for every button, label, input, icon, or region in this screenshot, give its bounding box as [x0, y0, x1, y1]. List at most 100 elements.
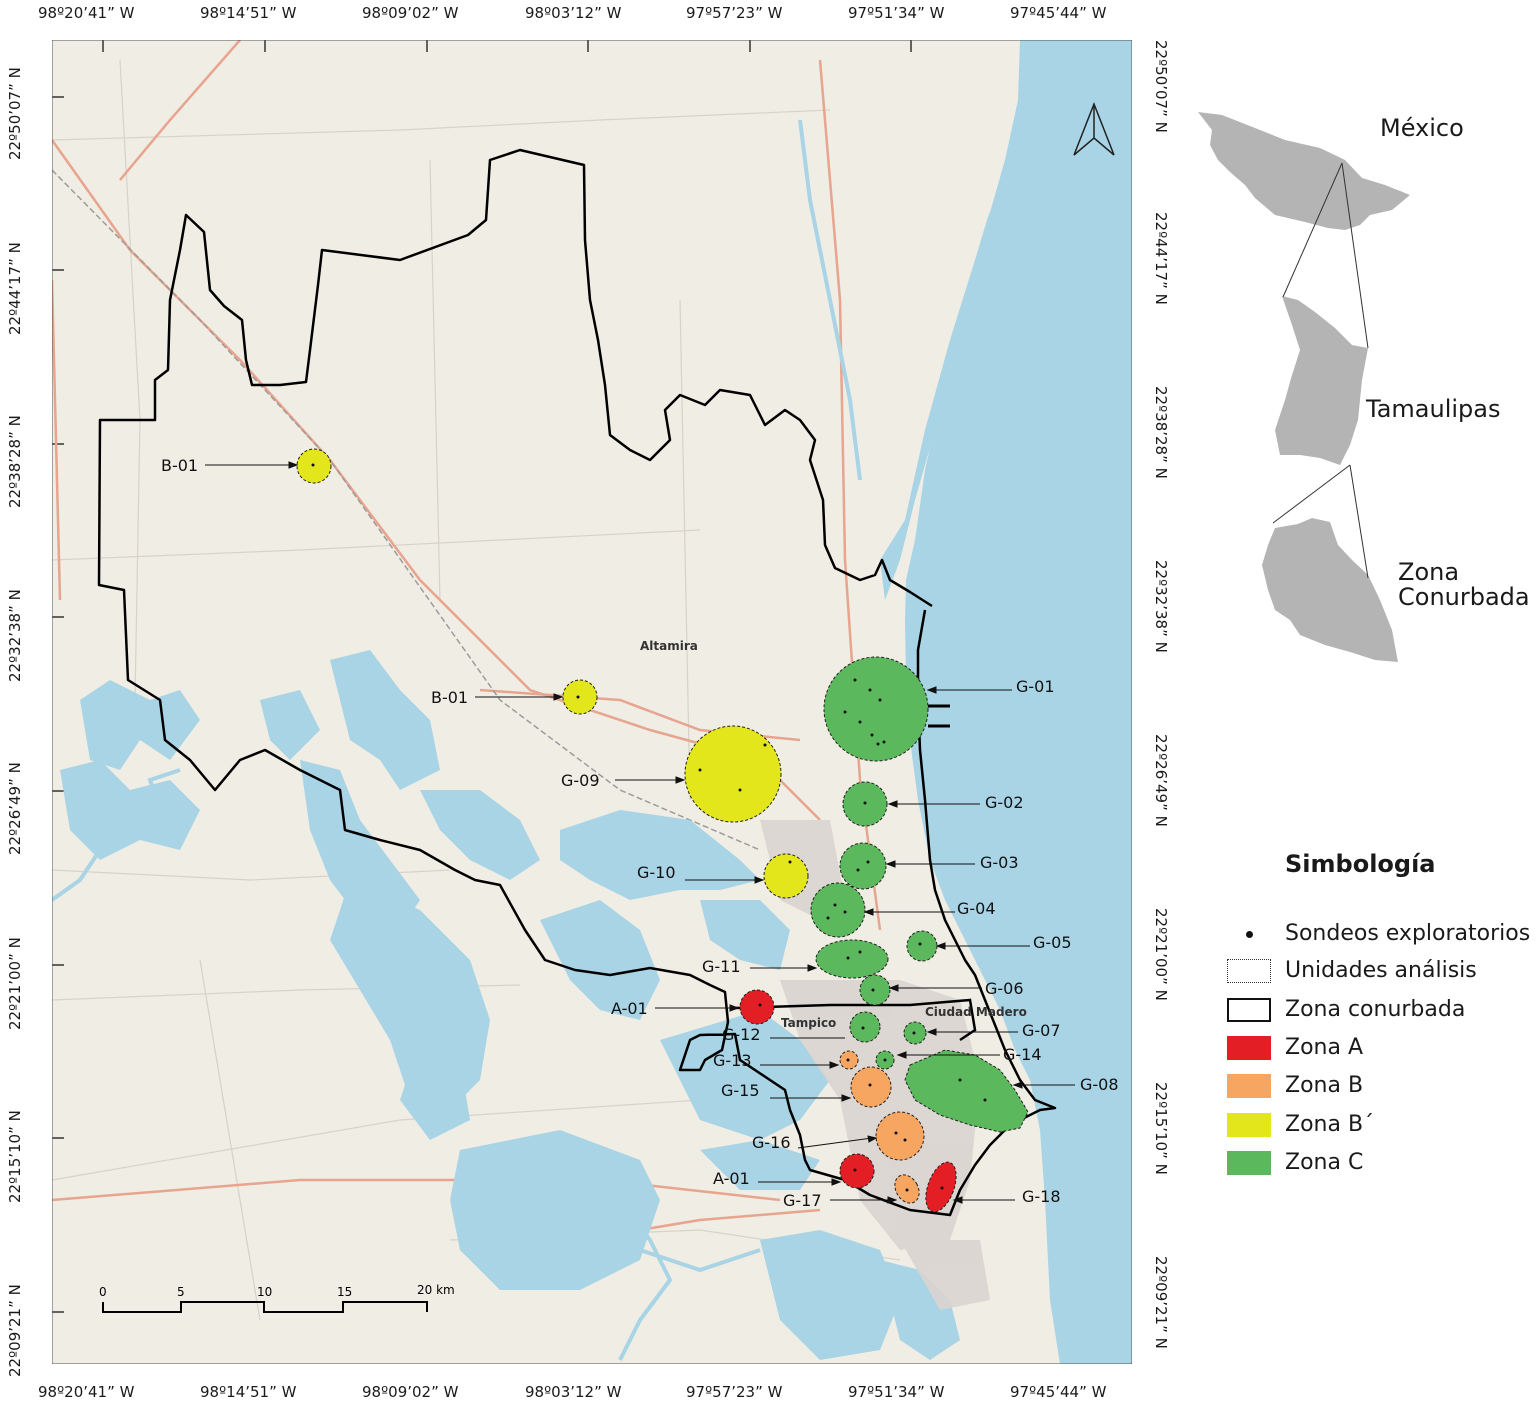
label-g03: G-03 [980, 853, 1019, 872]
map-panel[interactable]: 0 5 10 15 20 km Altamira Tampico Ciudad … [52, 40, 1132, 1364]
unit-a01-south[interactable] [839, 1153, 875, 1189]
label-g17: G-17 [783, 1191, 822, 1210]
unit-g06[interactable] [859, 974, 891, 1006]
label-g09: G-09 [561, 771, 600, 790]
railway [52, 169, 761, 851]
latitude-label-left-4: 22º32’38” N [6, 589, 24, 682]
longitude-label-bottom-3: 98º09’02” W [362, 1383, 459, 1401]
scale-bar-label-0: 0 [99, 1285, 107, 1299]
longitude-label-bottom-5: 97º57’23” W [686, 1383, 783, 1401]
longitude-label-bottom-7: 97º45’44” W [1010, 1383, 1107, 1401]
legend-item-zona-a: Zona A [1225, 1035, 1537, 1064]
label-a01-south: A-01 [713, 1169, 750, 1188]
latitude-label-left-8: 22º09’21” N [6, 1284, 24, 1377]
swatch-zona-b-prime [1227, 1113, 1271, 1137]
label-g10: G-10 [637, 863, 676, 882]
legend-label-zona-c: Zona C [1285, 1150, 1364, 1175]
zona-conurbada-boundary [97, 148, 1057, 1217]
legend-item-zona-b-prime: Zona B´ [1225, 1112, 1537, 1141]
longitude-label-4: 98º03’12” W [525, 4, 622, 22]
label-g07: G-07 [1022, 1021, 1061, 1040]
label-g12: G-12 [722, 1025, 761, 1044]
legend-item-sondeos: Sondeos exploratorios [1225, 921, 1537, 950]
label-g08: G-08 [1080, 1075, 1119, 1094]
inset-label-mexico: México [1380, 114, 1464, 142]
latitude-label-left-3: 22º38’28” N [6, 415, 24, 508]
unit-g11[interactable] [815, 939, 889, 979]
longitude-label-bottom-2: 98º14’51” W [200, 1383, 297, 1401]
unit-b01-south[interactable] [562, 679, 598, 715]
latitude-label-right-8: 22º09’21” N [1152, 1256, 1170, 1349]
latitude-label-left-6: 22º21’00” N [6, 937, 24, 1030]
label-g14: G-14 [1003, 1045, 1042, 1064]
label-g18: G-18 [1022, 1187, 1061, 1206]
unit-g04[interactable] [810, 882, 866, 938]
latitude-label-left-7: 22º15’10” N [6, 1110, 24, 1203]
label-b01-south: B-01 [431, 688, 468, 707]
place-altamira: Altamira [640, 639, 698, 653]
scale-bar-label-20: 20 km [417, 1283, 455, 1297]
label-g16: G-16 [752, 1133, 791, 1152]
unit-g12[interactable] [849, 1011, 881, 1043]
latitude-label-right-5: 22º26’49” N [1152, 734, 1170, 827]
unit-g10[interactable] [763, 853, 809, 899]
label-b01-north: B-01 [161, 456, 198, 475]
unit-g16[interactable] [875, 1111, 925, 1161]
coastal-lagoon [880, 210, 990, 600]
swatch-zona-b [1227, 1074, 1271, 1098]
scale-bar: 0 5 10 15 20 km [99, 1283, 455, 1313]
place-tampico: Tampico [781, 1016, 836, 1030]
borehole-dots [311, 463, 987, 1192]
label-g11: G-11 [702, 957, 741, 976]
legend-label-sondeos: Sondeos exploratorios [1285, 921, 1531, 946]
longitude-label-bottom-1: 98º20’41” W [38, 1383, 135, 1401]
latitude-label-left-1: 22º50’07” N [6, 67, 24, 160]
inset-label-conurbada: Conurbada [1398, 583, 1530, 611]
dotted-box-icon [1227, 959, 1271, 983]
outline-box-icon [1227, 998, 1271, 1022]
rivers [52, 119, 862, 1361]
legend-label-zona-a: Zona A [1285, 1035, 1363, 1060]
legend-item-zona-c: Zona C [1225, 1150, 1537, 1179]
legend-title: Simbología [1285, 850, 1436, 878]
legend-label-zona-b: Zona B [1285, 1073, 1364, 1098]
label-g04: G-04 [957, 899, 996, 918]
longitude-label-1: 98º20’41” W [38, 4, 135, 22]
unit-g01[interactable] [823, 656, 929, 762]
unit-g08[interactable] [904, 1049, 1029, 1133]
inset-label-zona: Zona [1398, 558, 1460, 586]
longitude-label-7: 97º45’44” W [1010, 4, 1107, 22]
unit-g03[interactable] [839, 842, 887, 890]
marker-labels: B-01 B-01 G-01 G-09 G-02 G-03 G-10 G-04 … [161, 456, 1119, 1210]
inset-label-tamaulipas: Tamaulipas [1366, 395, 1501, 423]
longitude-label-2: 98º14’51” W [200, 4, 297, 22]
scale-bar-label-5: 5 [177, 1285, 185, 1299]
legend-label-zona-b-prime: Zona B´ [1285, 1112, 1375, 1137]
scale-bar-label-10: 10 [257, 1285, 272, 1299]
label-a01-north: A-01 [611, 999, 648, 1018]
north-arrow-icon [1073, 101, 1115, 156]
unit-g09[interactable] [684, 725, 782, 823]
borehole-dot-icon [1227, 922, 1271, 946]
gulf-of-mexico [905, 40, 1132, 1364]
legend-item-zona-b: Zona B [1225, 1073, 1537, 1102]
legend-label-unidades: Unidades análisis [1285, 958, 1477, 983]
longitude-label-3: 98º09’02” W [362, 4, 459, 22]
inset-mexico-shape [1198, 112, 1410, 230]
inland-lagoons [60, 650, 960, 1360]
leader-arrows [205, 461, 1075, 1204]
unit-a01-north[interactable] [739, 989, 775, 1025]
label-g15: G-15 [721, 1081, 760, 1100]
location-inset [1198, 112, 1410, 662]
label-g02: G-02 [985, 793, 1024, 812]
scale-bar-label-15: 15 [337, 1285, 352, 1299]
swatch-zona-c [1227, 1151, 1271, 1175]
unit-g05[interactable] [906, 930, 938, 962]
inset-tamaulipas-shape [1275, 296, 1368, 465]
unit-g15[interactable] [850, 1066, 892, 1108]
latitude-label-right-7: 22º15’10” N [1152, 1082, 1170, 1175]
label-g01: G-01 [1016, 677, 1055, 696]
inset-zona-conurbada-shape [1262, 518, 1398, 662]
label-g05: G-05 [1033, 933, 1072, 952]
legend-item-zona-conurbada: Zona conurbada [1225, 997, 1537, 1026]
